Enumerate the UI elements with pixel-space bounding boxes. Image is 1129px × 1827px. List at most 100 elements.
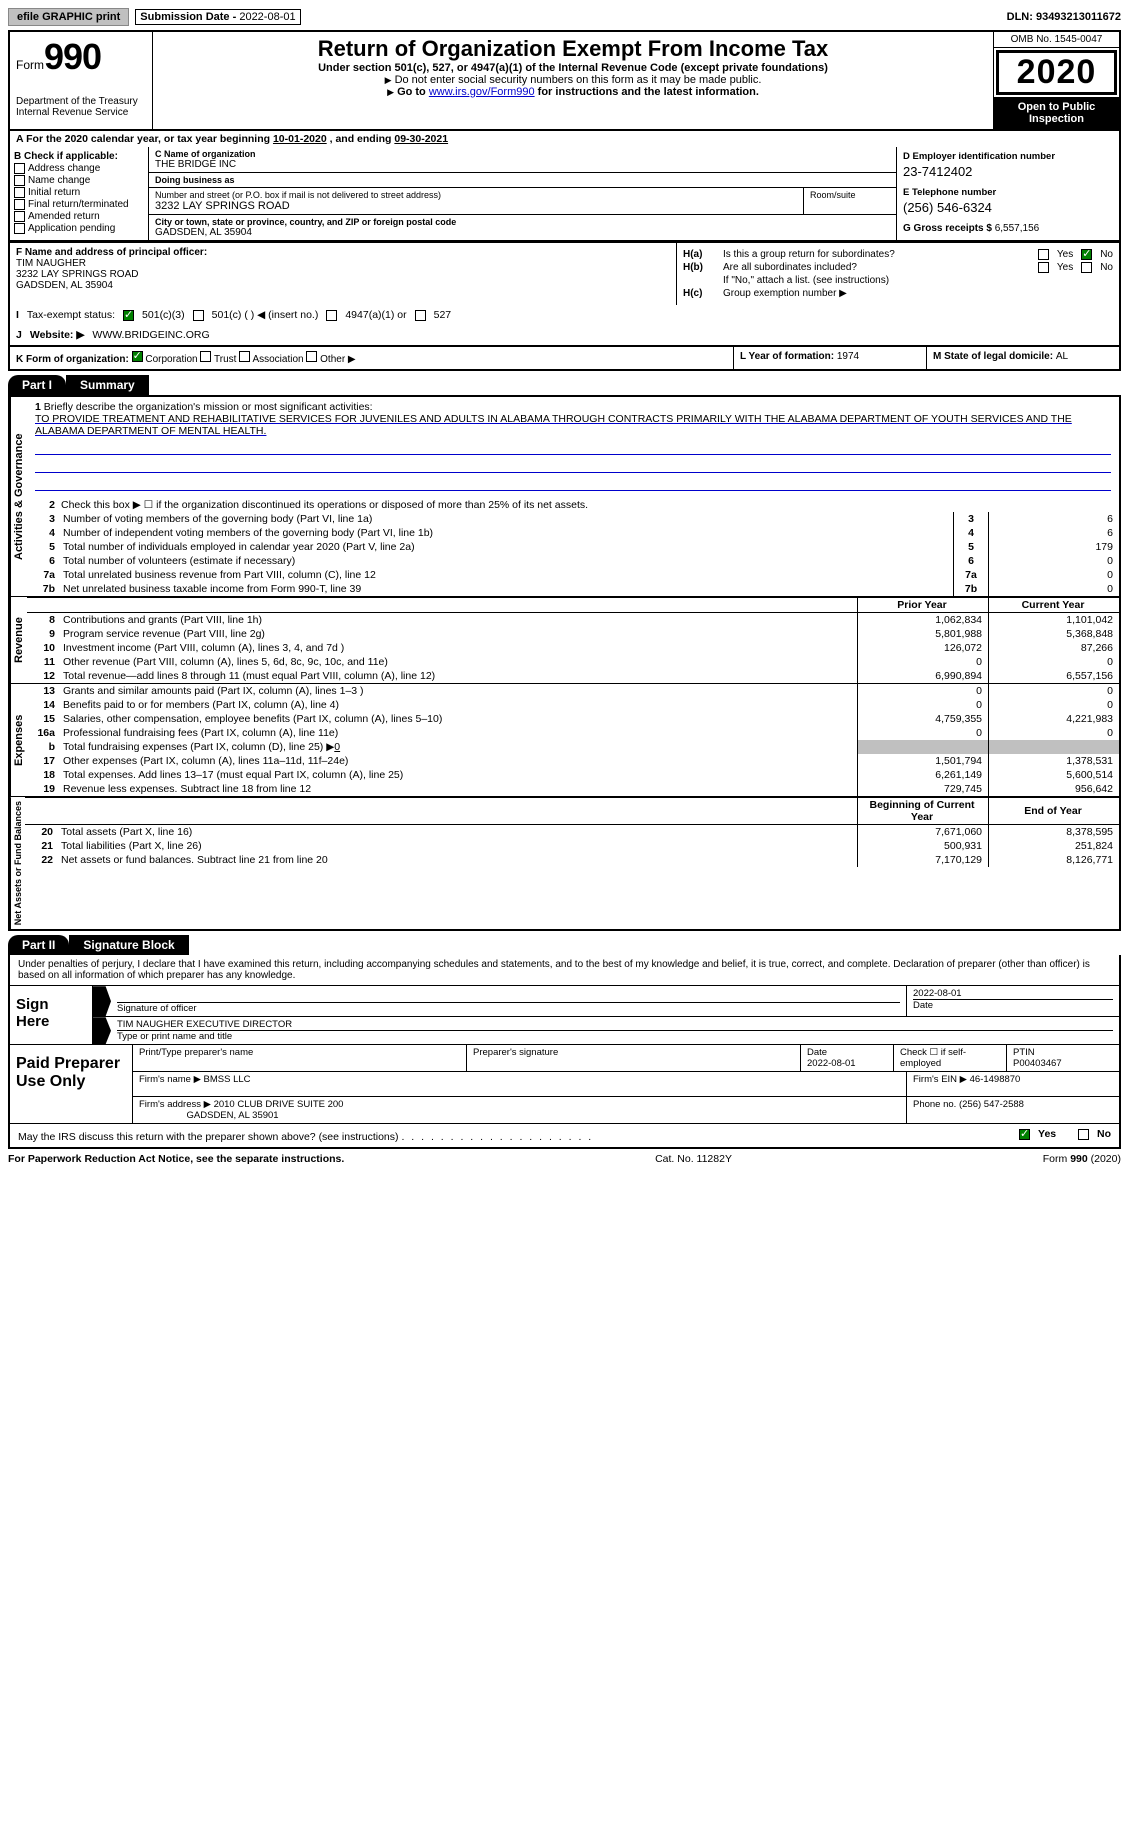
revenue-content: Prior YearCurrent Year8Contributions and…: [27, 597, 1119, 683]
m-value: AL: [1056, 351, 1068, 362]
section-expenses: Expenses 13Grants and similar amounts pa…: [10, 684, 1119, 797]
net-table: Beginning of Current YearEnd of Year20To…: [25, 797, 1119, 867]
col-l: L Year of formation: 1974: [734, 347, 927, 369]
part1-title: Summary: [66, 375, 149, 395]
note1-text: Do not enter social security numbers on …: [395, 74, 762, 86]
governance-vlabel: Activities & Governance: [10, 397, 27, 596]
ptin-label: PTIN: [1013, 1047, 1035, 1058]
hb-yes-no: Yes No: [1038, 262, 1113, 273]
dln-value: 93493213011672: [1036, 11, 1121, 23]
discuss-text: May the IRS discuss this return with the…: [18, 1131, 1019, 1143]
no-label: No: [1100, 249, 1113, 260]
chk-label: Amended return: [28, 211, 100, 222]
dba-row: Doing business as: [149, 173, 896, 188]
form-note2: Go to www.irs.gov/Form990 for instructio…: [163, 86, 983, 98]
firm-phone: (256) 547-2588: [959, 1099, 1024, 1110]
submission-date-box: Submission Date - 2022-08-01: [135, 9, 300, 25]
website-value: WWW.BRIDGEINC.ORG: [92, 329, 209, 341]
table-row: 20Total assets (Part X, line 16) 7,671,0…: [25, 825, 1119, 840]
no-label: No: [1097, 1128, 1111, 1140]
table-row: 18Total expenses. Add lines 13–17 (must …: [27, 768, 1119, 782]
chk-final-return[interactable]: Final return/terminated: [14, 199, 144, 210]
checkbox-icon[interactable]: [415, 310, 426, 321]
firm-name: BMSS LLC: [204, 1074, 251, 1085]
org-name: THE BRIDGE INC: [155, 159, 890, 170]
column-c: C Name of organization THE BRIDGE INC Do…: [149, 147, 896, 240]
firm-addr-label: Firm's address ▶: [139, 1099, 211, 1110]
preparer-row: Paid Preparer Use Only Print/Type prepar…: [10, 1044, 1119, 1123]
firm-addr1: 2010 CLUB DRIVE SUITE 200: [214, 1099, 344, 1110]
col-m: M State of legal domicile: AL: [927, 347, 1119, 369]
chk-address-change[interactable]: Address change: [14, 163, 144, 174]
j-label: J: [16, 329, 22, 341]
checkbox-icon[interactable]: [326, 310, 337, 321]
h-b-row: H(b) Are all subordinates included? Yes …: [683, 262, 1113, 273]
b-header: B Check if applicable:: [14, 151, 144, 162]
checkbox-icon[interactable]: [1078, 1129, 1089, 1140]
chk-label: Application pending: [28, 223, 115, 234]
yes-label: Yes: [1038, 1128, 1056, 1140]
table-row: 17Other expenses (Part IX, column (A), l…: [27, 754, 1119, 768]
firm-ein-label: Firm's EIN ▶: [913, 1074, 967, 1085]
chk-application-pending[interactable]: Application pending: [14, 223, 144, 234]
checkbox-checked-icon[interactable]: [132, 351, 143, 362]
table-row: 10Investment income (Part VIII, column (…: [27, 641, 1119, 655]
checkbox-icon[interactable]: [306, 351, 317, 362]
revenue-table: Prior YearCurrent Year8Contributions and…: [27, 597, 1119, 683]
gross-label: G Gross receipts $: [903, 223, 995, 234]
dots: [401, 1131, 593, 1143]
chk-label: Initial return: [28, 187, 80, 198]
chk-label: Name change: [28, 175, 90, 186]
line2-text: Check this box ▶ ☐ if the organization d…: [61, 499, 1115, 511]
chk-label: Final return/terminated: [28, 199, 129, 210]
yes-label: Yes: [1057, 262, 1073, 273]
form990-link[interactable]: www.irs.gov/Form990: [429, 86, 535, 98]
checkbox-icon[interactable]: [200, 351, 211, 362]
column-f: F Name and address of principal officer:…: [10, 243, 677, 305]
arrow-icon: [387, 86, 394, 98]
tel-value: (256) 546-6324: [903, 200, 1113, 215]
hb-note: If "No," attach a list. (see instruction…: [683, 275, 1113, 286]
prep-sig-label: Preparer's signature: [467, 1045, 801, 1071]
mission-text: TO PROVIDE TREATMENT AND REHABILITATIVE …: [35, 413, 1072, 437]
checkbox-checked-icon[interactable]: [123, 310, 134, 321]
hb-text: Are all subordinates included?: [723, 262, 1038, 273]
underline: [35, 458, 1111, 473]
footer-right: Form 990 (2020): [1043, 1153, 1121, 1165]
checkbox-icon[interactable]: [239, 351, 250, 362]
room-label: Room/suite: [810, 190, 890, 200]
address-row: Number and street (or P.O. box if mail i…: [149, 188, 896, 215]
form-title: Return of Organization Exempt From Incom…: [163, 36, 983, 62]
i-opt3: 4947(a)(1) or: [345, 309, 406, 321]
sign-fields: Signature of officer 2022-08-01 Date TIM…: [93, 986, 1119, 1044]
checkbox-checked-icon[interactable]: [1081, 249, 1092, 260]
checkbox-checked-icon[interactable]: [1019, 1129, 1030, 1140]
sig-date-label: Date: [913, 999, 1113, 1011]
checkbox-icon[interactable]: [1038, 249, 1049, 260]
checkbox-icon[interactable]: [193, 310, 204, 321]
efile-button[interactable]: efile GRAPHIC print: [8, 8, 129, 26]
tax-year-begin: 10-01-2020: [273, 133, 327, 145]
prep-name-label: Print/Type preparer's name: [133, 1045, 467, 1071]
expenses-vlabel: Expenses: [10, 684, 27, 796]
i-opt2: 501(c) ( ) ◀ (insert no.): [212, 309, 319, 321]
checkbox-icon[interactable]: [1038, 262, 1049, 273]
form-subtitle: Under section 501(c), 527, or 4947(a)(1)…: [163, 62, 983, 74]
line-a-mid: , and ending: [330, 133, 395, 145]
table-row: 3Number of voting members of the governi…: [27, 512, 1119, 526]
form-header: Form990 Department of the Treasury Inter…: [8, 30, 1121, 131]
k-label: K Form of organization:: [16, 354, 129, 365]
checkbox-icon: [14, 211, 25, 222]
header-left: Form990 Department of the Treasury Inter…: [10, 32, 153, 129]
tel-label: E Telephone number: [903, 187, 1113, 198]
prep-date-label: Date: [807, 1047, 827, 1058]
chk-name-change[interactable]: Name change: [14, 175, 144, 186]
hb-label: H(b): [683, 262, 723, 273]
section-fh: F Name and address of principal officer:…: [8, 242, 1121, 305]
section-governance: Activities & Governance 1 Briefly descri…: [10, 397, 1119, 597]
checkbox-icon[interactable]: [1081, 262, 1092, 273]
line-a: A For the 2020 calendar year, or tax yea…: [8, 131, 1121, 147]
tax-year: 2020: [996, 50, 1117, 95]
chk-amended-return[interactable]: Amended return: [14, 211, 144, 222]
chk-initial-return[interactable]: Initial return: [14, 187, 144, 198]
